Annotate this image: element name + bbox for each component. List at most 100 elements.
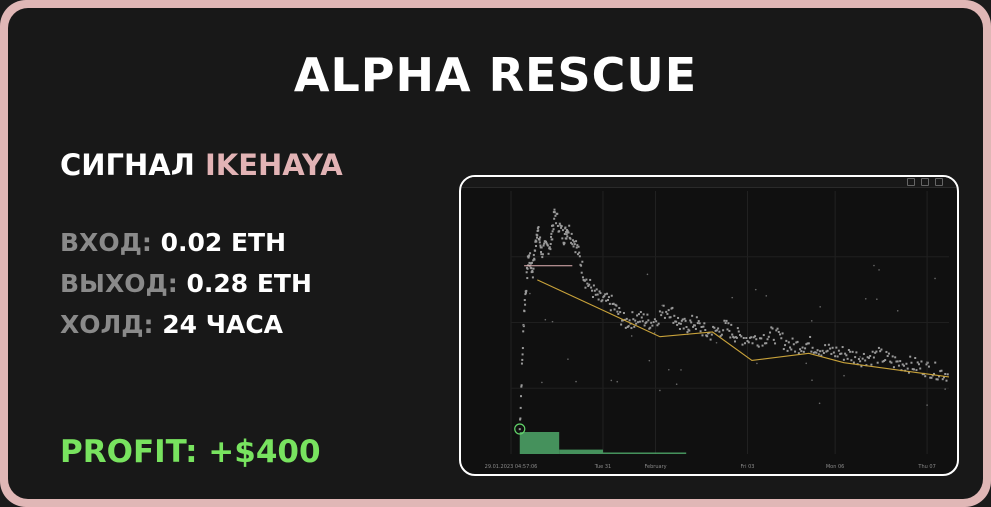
- price-point: [563, 232, 566, 235]
- price-point: [547, 252, 550, 255]
- price-outlier: [843, 374, 845, 377]
- hold-label: ХОЛД:: [60, 310, 154, 339]
- price-point: [523, 310, 526, 313]
- price-point: [542, 244, 545, 247]
- price-point: [519, 406, 522, 409]
- price-point: [600, 300, 603, 303]
- price-point: [565, 237, 568, 240]
- price-point: [712, 325, 715, 328]
- moving-average-line: [537, 279, 950, 378]
- signal-source: IKEHAYA: [204, 148, 343, 182]
- price-point: [729, 336, 732, 339]
- price-point: [533, 258, 536, 261]
- price-point: [937, 375, 940, 378]
- price-point: [879, 350, 882, 353]
- price-point: [691, 314, 694, 317]
- price-outlier: [544, 318, 547, 321]
- price-outlier: [659, 389, 661, 392]
- price-point: [599, 292, 602, 295]
- price-point: [570, 232, 573, 235]
- price-point: [820, 354, 823, 357]
- price-point: [945, 379, 948, 382]
- price-point: [531, 269, 534, 272]
- price-point: [617, 312, 620, 315]
- price-point: [865, 364, 868, 367]
- price-point: [782, 348, 785, 351]
- price-point: [804, 347, 807, 350]
- price-point: [832, 351, 835, 354]
- price-point: [548, 247, 551, 250]
- price-point: [594, 293, 597, 296]
- price-point: [657, 322, 660, 325]
- price-point: [662, 304, 665, 307]
- price-outlier: [810, 320, 813, 322]
- price-outlier: [873, 264, 875, 267]
- price-point: [750, 336, 753, 339]
- price-point: [824, 344, 827, 347]
- price-point: [553, 208, 556, 211]
- price-point: [825, 350, 828, 353]
- price-point: [895, 360, 898, 363]
- price-point: [581, 276, 584, 279]
- price-point: [826, 349, 829, 352]
- price-series: [514, 208, 949, 435]
- price-point: [934, 361, 937, 364]
- price-point: [545, 242, 548, 245]
- price-outlier: [925, 361, 928, 364]
- price-point: [637, 321, 640, 324]
- expand-icon[interactable]: [935, 178, 943, 186]
- price-outlier: [731, 296, 734, 299]
- price-point: [822, 351, 825, 354]
- price-point: [597, 298, 600, 301]
- price-point: [939, 370, 942, 373]
- price-point: [598, 290, 601, 293]
- price-outlier: [529, 292, 531, 295]
- price-point: [643, 324, 646, 327]
- price-chart[interactable]: 29.01.2023 04:57:06 Tue 31 February Fri 03 M…: [459, 175, 959, 476]
- price-point: [752, 336, 755, 339]
- price-point: [870, 363, 873, 366]
- price-point: [801, 346, 804, 349]
- camera-icon[interactable]: [907, 178, 915, 186]
- price-point: [658, 310, 661, 313]
- price-point: [592, 284, 595, 287]
- price-point: [545, 240, 548, 243]
- price-point: [809, 335, 812, 338]
- price-point: [521, 353, 524, 356]
- price-point: [521, 347, 524, 350]
- price-point: [672, 321, 675, 324]
- price-point: [805, 343, 808, 346]
- price-point: [792, 343, 795, 346]
- price-point: [541, 253, 544, 256]
- price-point: [606, 298, 609, 301]
- price-point: [535, 245, 538, 248]
- price-outlier: [523, 324, 525, 327]
- price-point: [919, 367, 922, 370]
- price-point: [910, 361, 913, 364]
- moving-average-series: [537, 279, 950, 378]
- price-point: [760, 337, 763, 340]
- profit-label: PROFIT: +$400: [60, 434, 321, 470]
- price-outlier: [765, 295, 768, 297]
- price-outlier: [878, 269, 880, 271]
- price-point: [580, 264, 583, 267]
- price-point: [719, 335, 722, 338]
- price-point: [540, 251, 543, 254]
- price-point: [628, 319, 631, 322]
- price-point: [774, 342, 777, 345]
- price-point: [746, 340, 749, 343]
- price-point: [650, 321, 653, 324]
- price-point: [762, 334, 765, 337]
- price-outlier: [668, 368, 670, 371]
- price-point: [885, 350, 888, 353]
- price-point: [902, 364, 905, 367]
- price-point: [566, 235, 569, 238]
- price-point: [876, 361, 879, 364]
- price-point: [696, 322, 699, 325]
- price-point: [761, 344, 764, 347]
- hold-stat: ХОЛД: 24 ЧАСА: [60, 310, 283, 339]
- price-outlier: [818, 402, 821, 405]
- price-point: [550, 235, 553, 238]
- edit-icon[interactable]: [921, 178, 929, 186]
